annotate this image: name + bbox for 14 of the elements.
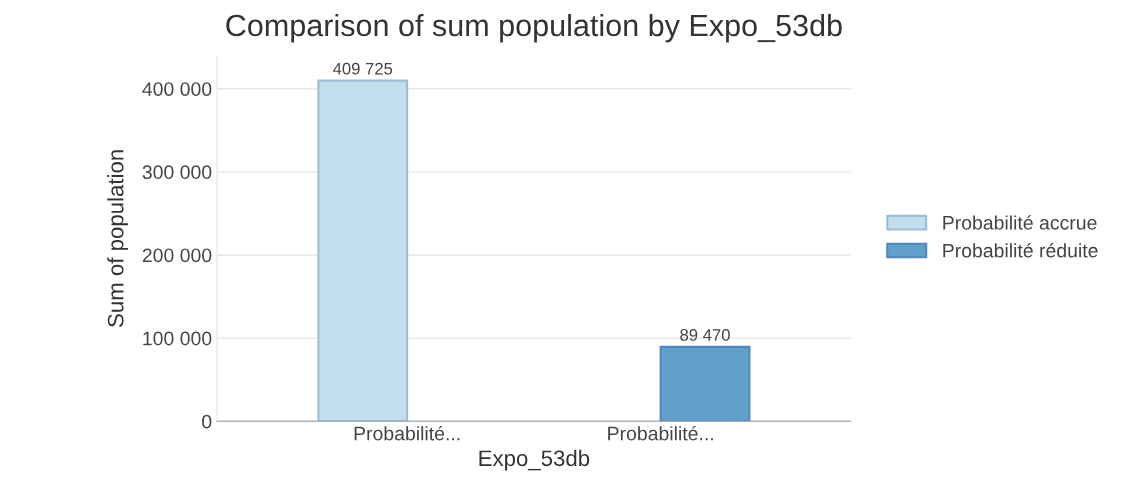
y-axis-title: Sum of population: [107, 150, 128, 327]
legend-label: Probabilité réduite: [943, 243, 1098, 258]
x-axis-title: Expo_53db: [479, 449, 590, 471]
y-tick-label: 200 000: [142, 248, 212, 263]
y-tick-label: 300 000: [142, 165, 212, 180]
x-tick-label: Probabilité...: [354, 425, 460, 441]
y-tick-label: 100 000: [143, 331, 212, 346]
chart-title: Comparison of sum population by Expo_53db: [226, 13, 842, 43]
y-tick-label: 400 000: [142, 82, 212, 96]
y-tick-label: 0: [202, 414, 212, 429]
data-label: 89 470: [680, 329, 730, 341]
legend-label: Probabilité accrue: [943, 215, 1097, 230]
x-tick-label: Probabilité...: [608, 425, 713, 441]
data-label: 409 725: [333, 62, 393, 75]
